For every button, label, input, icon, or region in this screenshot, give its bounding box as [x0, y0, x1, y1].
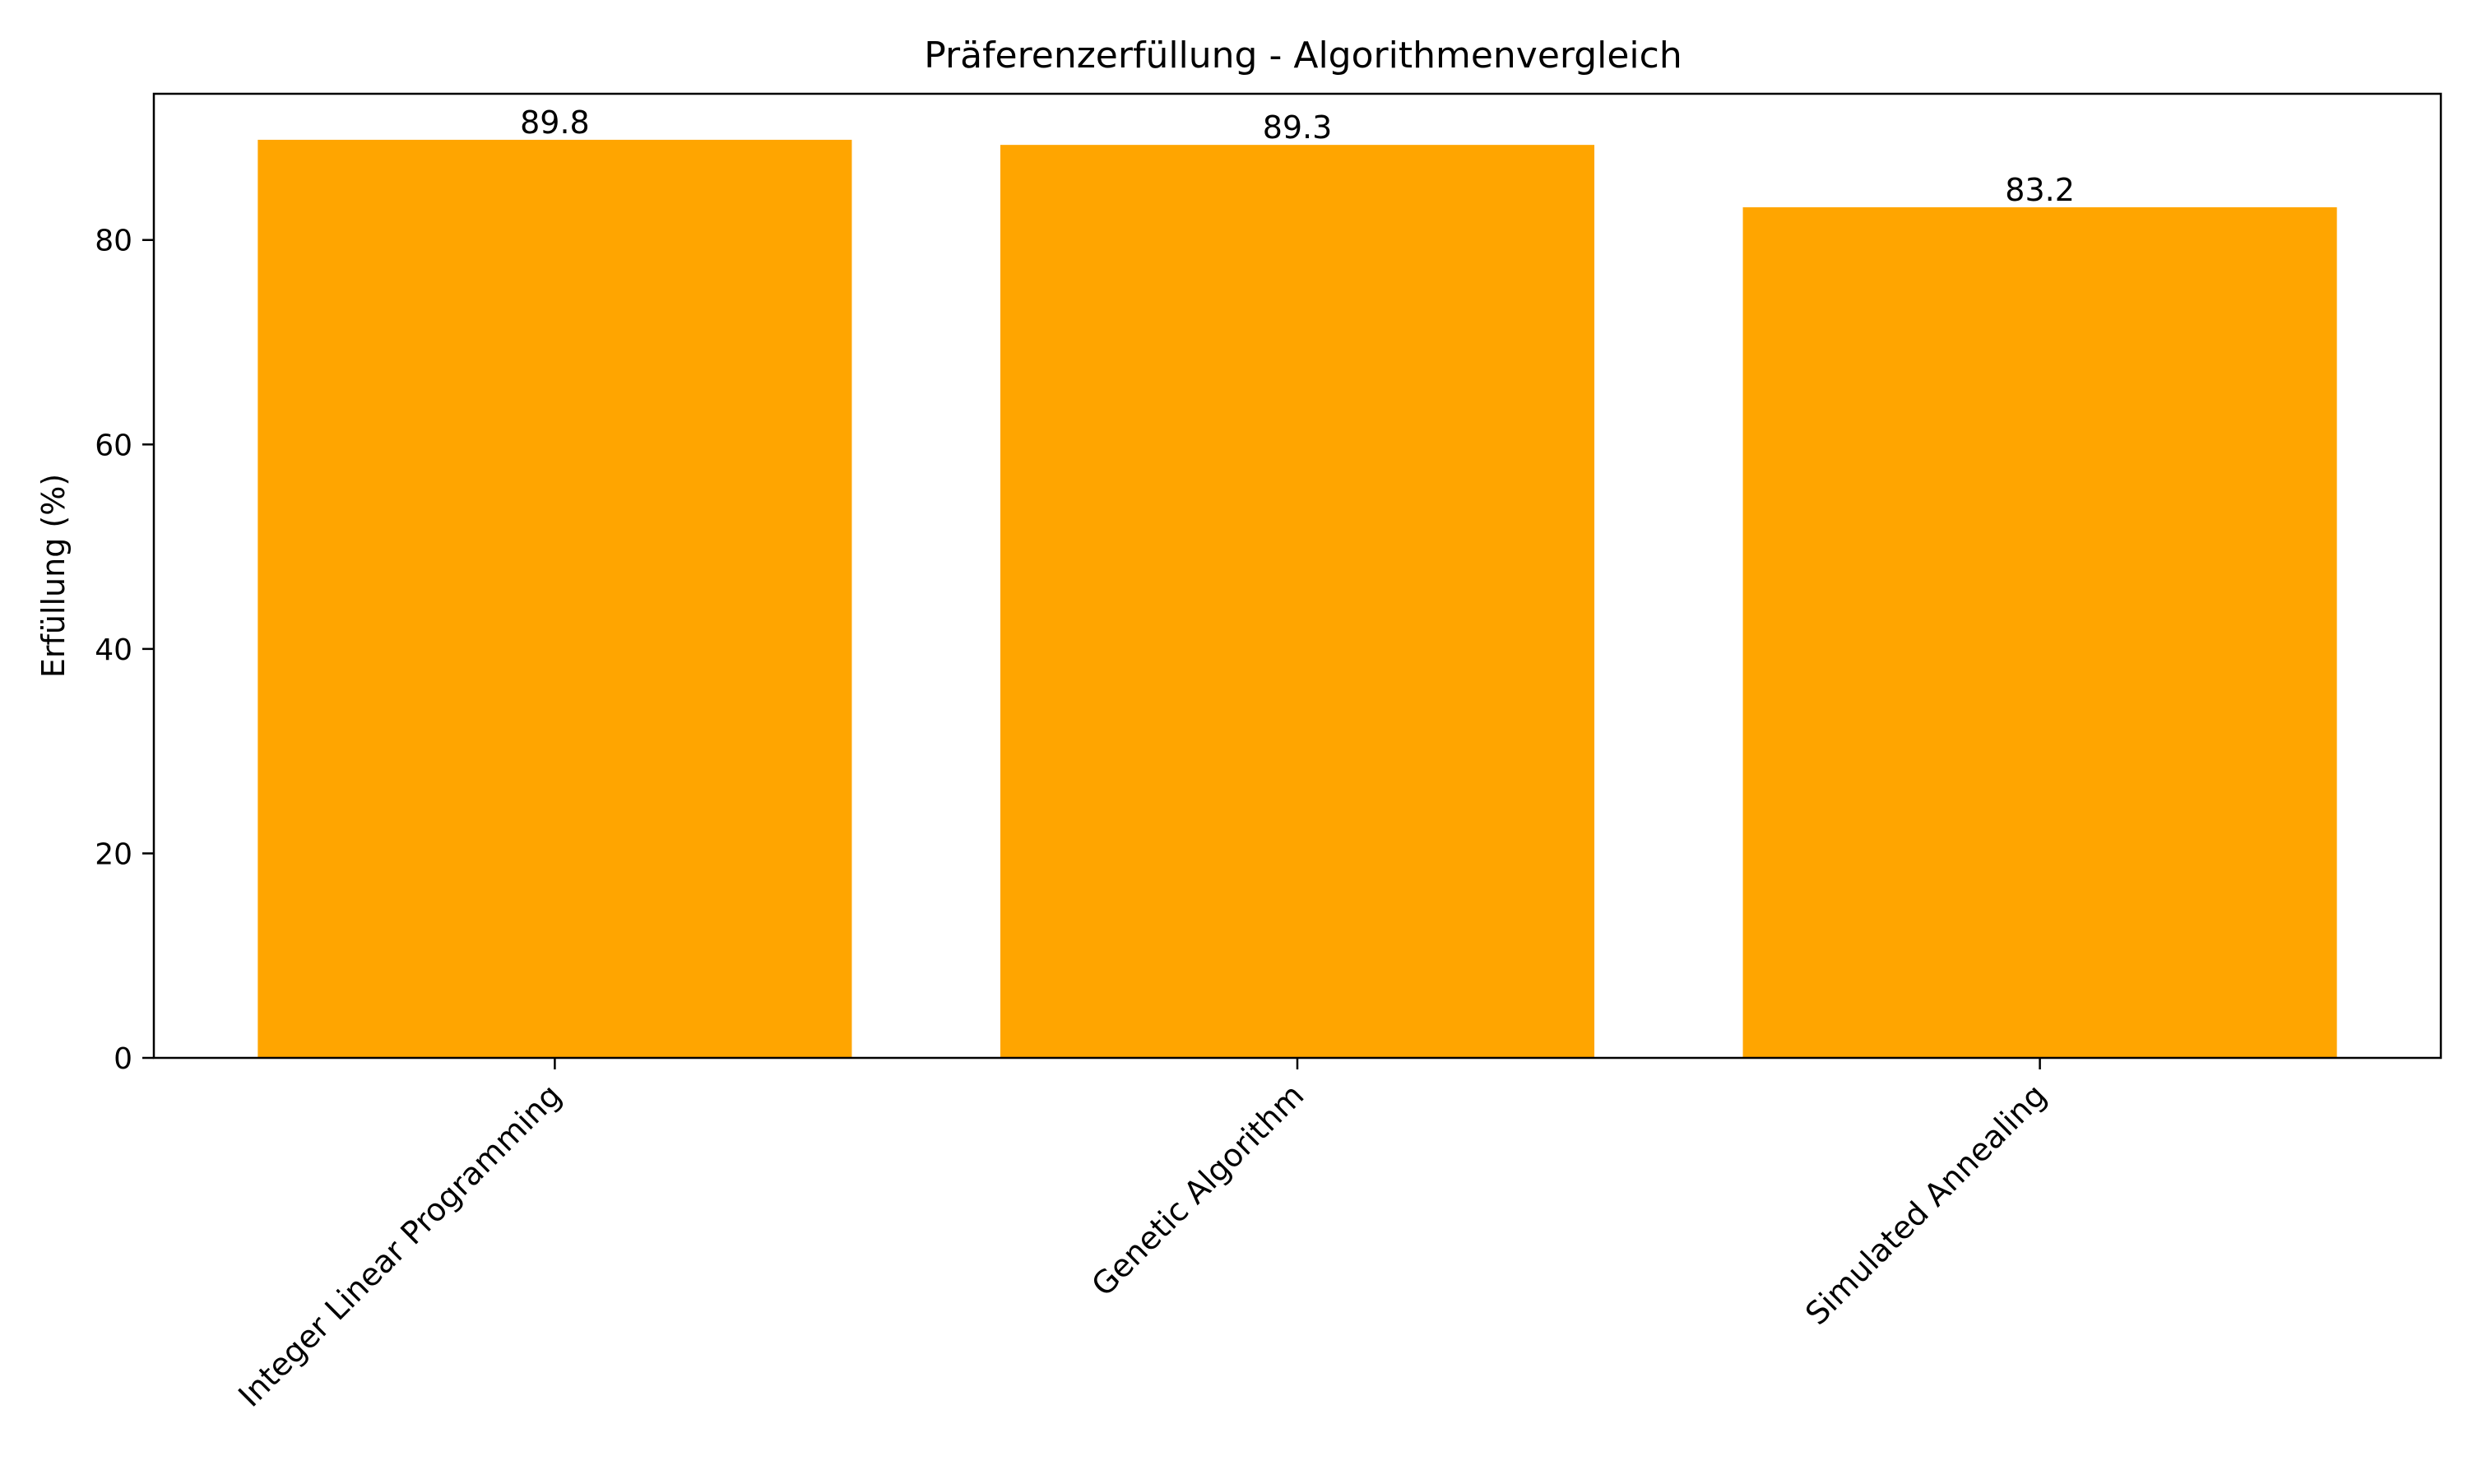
plot-frame — [152, 92, 2442, 1060]
y-axis-label: Erfüllung (%) — [35, 474, 72, 678]
y-tick-label-20: 20 — [95, 837, 132, 871]
bar-value-label-1: 89.8 — [520, 104, 590, 141]
y-tick-label-60: 60 — [95, 429, 132, 462]
chart-title: Präferenzerfüllung - Algorithmenvergleic… — [924, 35, 1682, 77]
bar-3 — [1742, 206, 2337, 1059]
y-tick-label-0: 0 — [114, 1042, 132, 1076]
bar-value-label-2: 89.3 — [1263, 109, 1333, 146]
bar-value-label-3: 83.2 — [2005, 172, 2075, 208]
bar-2 — [1000, 145, 1595, 1059]
y-tick-label-80: 80 — [95, 225, 132, 258]
y-axis-ticks: 0 20 40 60 80 — [95, 225, 154, 1076]
y-tick-label-40: 40 — [95, 633, 132, 667]
value-labels-layer: 89.8 89.3 83.2 — [520, 104, 2075, 208]
bars-layer — [257, 139, 2337, 1059]
bar-1 — [257, 139, 852, 1059]
